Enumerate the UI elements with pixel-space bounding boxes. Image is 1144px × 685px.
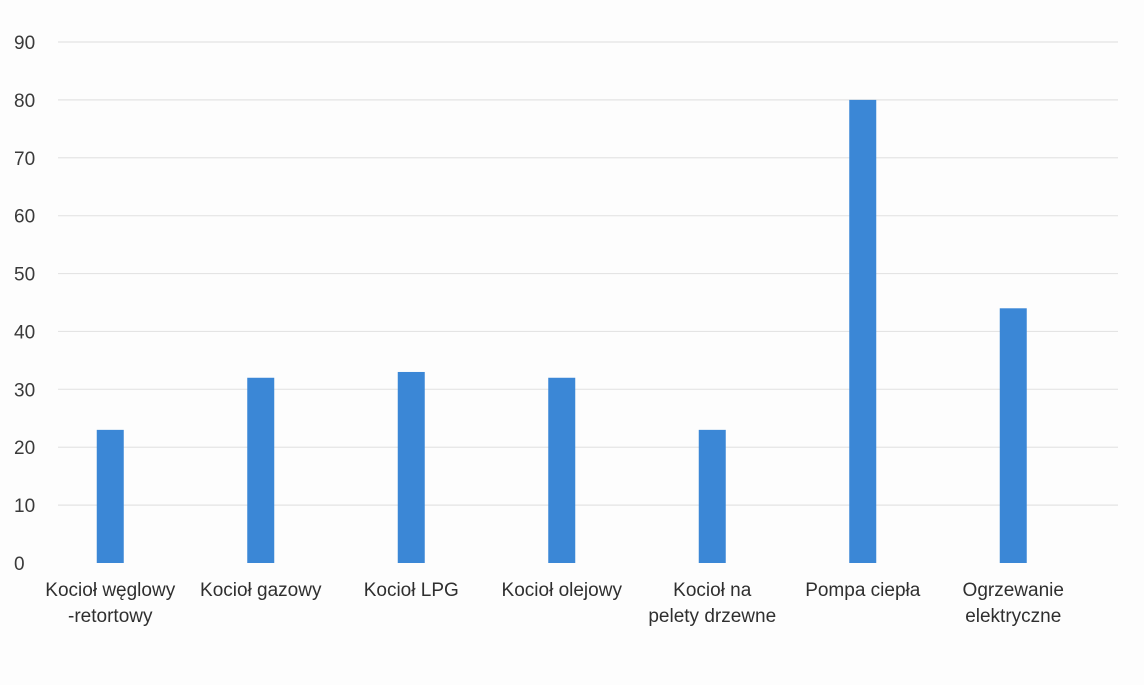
bars [96, 99, 1027, 563]
category-label: Kocioł węglowy [45, 580, 175, 601]
category-label: Kocioł gazowy [200, 580, 322, 601]
y-tick-label: 90 [14, 33, 35, 54]
category-label: Ogrzewanie [963, 580, 1064, 601]
category-label: -retortowy [68, 606, 153, 627]
y-tick-label: 30 [14, 380, 35, 401]
category-label: Kocioł na [673, 580, 752, 601]
y-tick-label: 50 [14, 265, 35, 286]
bar-6 [849, 99, 877, 563]
bar-1 [96, 429, 124, 563]
gridlines [58, 41, 1118, 506]
category-label: Kocioł LPG [364, 580, 459, 601]
x-axis-category-labels: Kocioł węglowy -retortowy Kocioł gazowy Koc… [45, 580, 1064, 627]
y-axis-tick-labels: 0 10 20 30 40 50 60 70 80 90 [14, 33, 35, 575]
category-label: Kocioł olejowy [502, 580, 623, 601]
bar-4 [548, 377, 576, 563]
category-label: pelety drzewne [648, 606, 776, 627]
y-tick-label: 40 [14, 322, 35, 343]
bar-5 [698, 429, 726, 563]
y-tick-label: 80 [14, 91, 35, 112]
y-tick-label: 60 [14, 207, 35, 228]
category-label: elektryczne [965, 606, 1061, 627]
bar-2 [247, 377, 275, 563]
y-tick-label: 10 [14, 496, 35, 517]
category-label: Pompa ciepła [805, 580, 921, 601]
y-tick-label: 20 [14, 438, 35, 459]
bar-3 [397, 371, 425, 563]
y-tick-label: 70 [14, 149, 35, 170]
bar-7 [999, 308, 1027, 563]
y-tick-label: 0 [14, 554, 25, 575]
